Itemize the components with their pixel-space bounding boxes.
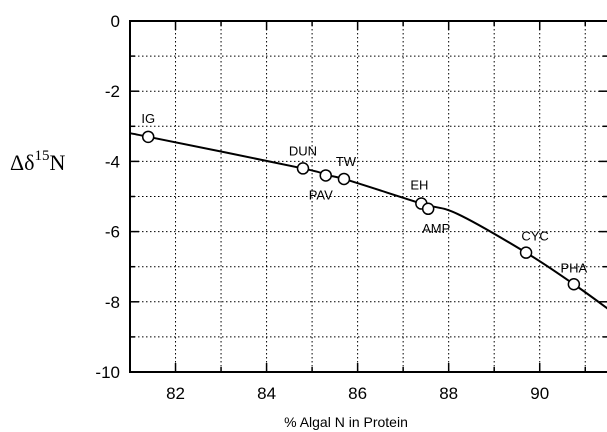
y-tick-label: -4	[105, 152, 120, 171]
y-axis-title-prefix: Δδ	[10, 150, 35, 175]
y-axis-title: Δδ15N	[10, 148, 66, 175]
point-label-dun: DUN	[289, 143, 317, 158]
point-label-amp: AMP	[422, 221, 450, 236]
y-axis-title-suffix: N	[50, 150, 66, 175]
x-tick-label: 82	[166, 384, 185, 403]
point-label-tw: TW	[336, 154, 357, 169]
y-tick-label: -6	[105, 223, 120, 242]
y-tick-label: -8	[105, 293, 120, 312]
point-label-pav: PAV	[309, 187, 333, 202]
point-label-cyc: CYC	[521, 229, 548, 244]
gridlines	[129, 21, 607, 372]
y-tick-label: -10	[95, 363, 120, 382]
data-point-dun	[296, 162, 310, 175]
y-tick-label: 0	[111, 12, 120, 31]
data-point-cyc	[519, 246, 533, 259]
point-label-eh: EH	[410, 178, 428, 193]
x-axis-title: % Algal N in Protein	[284, 414, 408, 430]
x-tick-label: 90	[530, 384, 549, 403]
x-tick-label: 86	[348, 384, 367, 403]
point-label-ig: IG	[141, 111, 155, 126]
data-point-pha	[567, 278, 581, 291]
point-label-pha: PHA	[560, 260, 587, 275]
data-point-pav	[319, 169, 333, 182]
x-tick-labels: 82 84 86 88 90	[166, 384, 549, 403]
data-point-ig	[141, 130, 155, 144]
point-labels: IG DUN PAV TW EH AMP CYC PHA	[141, 111, 587, 275]
fit-curve	[130, 132, 607, 310]
y-tick-label: -2	[105, 82, 120, 101]
x-tick-label: 88	[439, 384, 458, 403]
y-axis-title-superscript: 15	[35, 148, 50, 164]
x-tick-label: 84	[257, 384, 276, 403]
data-point-tw	[337, 172, 351, 186]
curve-layer	[130, 132, 607, 310]
data-point-amp	[421, 202, 435, 216]
points-layer	[141, 130, 581, 291]
y-tick-labels: 0 -2 -4 -6 -8 -10	[95, 12, 120, 382]
